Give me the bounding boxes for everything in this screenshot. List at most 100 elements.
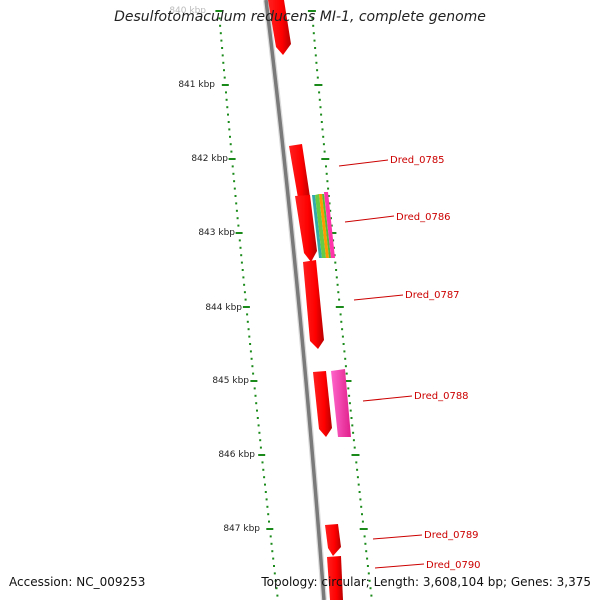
inner-ruler-tick: [320, 121, 323, 123]
gene-arrow-dred-0789[interactable]: [325, 524, 341, 556]
outer-ruler-tick: [222, 61, 225, 64]
gene-arrow-dred-0788-cog[interactable]: [331, 369, 351, 437]
outer-ruler-tick: [240, 261, 243, 264]
outer-ruler-tick: [271, 550, 274, 553]
inner-ruler-tick: [361, 513, 363, 516]
gene-arrow-dred-0786[interactable]: [295, 195, 317, 262]
inner-ruler-tick: [330, 217, 332, 220]
map-title: Desulfotomaculum reducens MI-1, complete…: [114, 9, 486, 25]
inner-ruler-tick: [366, 565, 369, 567]
accession-text: Accession: NC_009253: [9, 575, 146, 589]
outer-ruler-tick: [249, 350, 252, 353]
inner-ruler-tick: [348, 402, 351, 405]
inner-ruler-tick: [318, 91, 321, 94]
outer-ruler-tick: [256, 417, 259, 419]
inner-ruler-tick: [355, 461, 358, 464]
inner-ruler-tick: [320, 113, 323, 116]
inner-ruler-tick: [370, 594, 373, 597]
leader-dred-0786: [344, 215, 395, 223]
gene-arrow-dred-0788[interactable]: [313, 371, 332, 437]
outer-ruler-tick: [256, 409, 258, 412]
gene-label-dred-0788[interactable]: Dred_0788: [414, 391, 469, 402]
outer-ruler-tick: [241, 269, 244, 271]
inner-ruler-tick: [353, 446, 356, 449]
inner-ruler-tick: [319, 106, 322, 109]
inner-ruler-tick: [343, 350, 346, 353]
inner-ruler-tick: [365, 550, 368, 553]
inner-ruler-tick: [345, 372, 348, 375]
inner-ruler-tick: [352, 439, 355, 442]
inner-ruler-tick: [347, 387, 350, 390]
outer-ruler-tick: [232, 172, 235, 175]
inner-ruler-tick: [329, 209, 332, 212]
inner-ruler-tick: [325, 165, 327, 168]
gene-arrow-top[interactable]: [268, 0, 291, 55]
outer-ruler-tick: [221, 47, 224, 49]
outer-ruler-tick: [264, 483, 266, 486]
inner-ruler-tick: [318, 98, 321, 101]
inner-ruler-tick: [328, 232, 337, 234]
gene-arrow-dred-0787[interactable]: [303, 260, 324, 349]
inner-ruler-tick: [313, 39, 316, 42]
outer-ruler-tick: [254, 394, 257, 397]
inner-ruler-tick: [356, 468, 359, 471]
outer-ruler-tick: [270, 542, 273, 545]
inner-ruler-tick: [360, 505, 363, 508]
outer-ruler-tick: [229, 143, 232, 146]
outer-ruler-tick: [230, 150, 233, 153]
outer-ruler-tick: [233, 187, 236, 190]
outer-ruler-tick: [236, 217, 239, 220]
outer-ruler-tick: [243, 283, 246, 286]
inner-ruler-tick: [316, 76, 319, 79]
outer-ruler-tick: [274, 579, 277, 582]
scale-label-843: 843 kbp: [198, 228, 235, 238]
inner-ruler-tick: [330, 224, 333, 227]
inner-ruler-tick: [312, 32, 315, 35]
inner-ruler-tick: [366, 557, 369, 560]
outer-ruler-tick: [268, 520, 270, 523]
gene-arrow-dred-0790[interactable]: [327, 556, 343, 600]
inner-ruler-tick: [325, 172, 328, 175]
inner-ruler-tick: [314, 54, 317, 57]
gene-label-dred-0786[interactable]: Dred_0786: [396, 212, 451, 223]
label-leaders: [338, 159, 425, 569]
outer-ruler-tick: [220, 39, 223, 42]
scale-label-842: 842 kbp: [191, 154, 228, 164]
outer-ruler-tick: [221, 84, 229, 86]
inner-ruler-tick: [351, 424, 354, 427]
gene-arrow-dred-0785[interactable]: [289, 144, 310, 198]
scale-label-844: 844 kbp: [205, 303, 242, 313]
gene-label-dred-0790[interactable]: Dred_0790: [426, 560, 481, 571]
outer-ruler-tick: [235, 202, 238, 205]
gene-label-dred-0787[interactable]: Dred_0787: [405, 290, 460, 301]
gene-label-dred-0789[interactable]: Dred_0789: [424, 530, 479, 541]
cog-stripe-green: [315, 194, 326, 258]
scale-labels: 840 kbp 841 kbp 842 kbp 843 kbp 844 kbp …: [169, 6, 260, 534]
inner-ruler-tick: [335, 276, 338, 279]
outer-ruler-tick: [235, 209, 238, 212]
leader-dred-0788: [362, 395, 413, 402]
inner-ruler-tick: [356, 476, 359, 479]
outer-ruler-tick: [266, 528, 274, 530]
outer-ruler-tick: [228, 158, 236, 160]
outer-ruler-tick: [275, 587, 278, 590]
inner-ruler-tick: [341, 328, 344, 331]
inner-ruler-tick: [350, 417, 353, 419]
outer-ruler-tick: [250, 380, 258, 382]
outer-ruler-tick: [240, 254, 243, 257]
outer-ruler-tick: [226, 106, 229, 109]
outer-ruler-tick: [259, 439, 262, 442]
inner-ruler-tick: [339, 313, 342, 316]
inner-ruler-tick: [314, 84, 323, 86]
outer-ruler-tick: [225, 98, 228, 101]
inner-ruler-tick: [327, 187, 330, 190]
inner-ruler-tick: [351, 454, 360, 456]
leader-dred-0787: [353, 294, 404, 301]
cog-stripe-teal: [312, 195, 322, 258]
inner-ruler-tick: [349, 409, 352, 412]
outer-ruler-tick: [238, 239, 241, 242]
gene-label-dred-0785[interactable]: Dred_0785: [390, 155, 445, 166]
cog-stripe-pink: [324, 192, 335, 258]
outer-ruler-tick: [219, 24, 222, 27]
outer-ruler-tick: [215, 10, 223, 12]
